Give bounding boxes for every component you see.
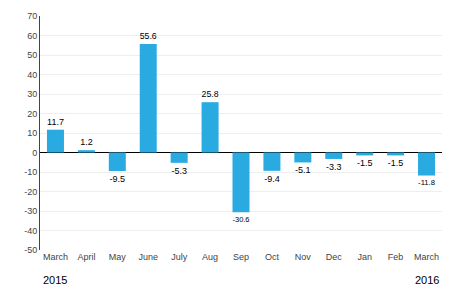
svg-text:Dec: Dec xyxy=(326,252,343,262)
svg-text:July: July xyxy=(171,252,188,262)
svg-text:-30.6: -30.6 xyxy=(233,215,250,224)
svg-text:-30: -30 xyxy=(24,206,37,216)
svg-text:-1.5: -1.5 xyxy=(388,158,404,168)
svg-text:June: June xyxy=(138,252,158,262)
svg-text:-3.3: -3.3 xyxy=(326,162,342,172)
svg-text:-11.8: -11.8 xyxy=(418,178,435,187)
svg-text:50: 50 xyxy=(27,50,37,60)
svg-text:-50: -50 xyxy=(24,245,37,255)
svg-text:Jan: Jan xyxy=(357,252,372,262)
svg-text:2016: 2016 xyxy=(415,274,439,286)
svg-text:Aug: Aug xyxy=(202,252,218,262)
svg-text:-10: -10 xyxy=(24,167,37,177)
svg-text:40: 40 xyxy=(27,70,37,80)
svg-text:25.8: 25.8 xyxy=(202,89,219,99)
svg-text:Feb: Feb xyxy=(388,252,404,262)
svg-text:11.7: 11.7 xyxy=(47,117,64,127)
svg-text:20: 20 xyxy=(27,109,37,119)
svg-text:0: 0 xyxy=(32,148,37,158)
svg-text:-9.5: -9.5 xyxy=(110,174,126,184)
svg-text:May: May xyxy=(109,252,127,262)
svg-text:Sep: Sep xyxy=(233,252,249,262)
svg-text:70: 70 xyxy=(27,11,37,21)
svg-text:Nov: Nov xyxy=(295,252,312,262)
svg-text:March: March xyxy=(43,252,68,262)
svg-text:2015: 2015 xyxy=(43,274,67,286)
svg-text:March: March xyxy=(414,252,439,262)
svg-text:30: 30 xyxy=(27,89,37,99)
svg-text:-5.3: -5.3 xyxy=(171,166,187,176)
svg-text:-5.1: -5.1 xyxy=(295,165,311,175)
svg-text:April: April xyxy=(77,252,95,262)
svg-text:-20: -20 xyxy=(24,187,37,197)
svg-text:60: 60 xyxy=(27,31,37,41)
svg-text:Oct: Oct xyxy=(265,252,280,262)
svg-text:10: 10 xyxy=(27,128,37,138)
svg-text:1.2: 1.2 xyxy=(80,137,93,147)
svg-text:-40: -40 xyxy=(24,226,37,236)
svg-text:-1.5: -1.5 xyxy=(357,158,373,168)
svg-text:-9.4: -9.4 xyxy=(264,174,280,184)
svg-text:55.6: 55.6 xyxy=(140,31,157,41)
